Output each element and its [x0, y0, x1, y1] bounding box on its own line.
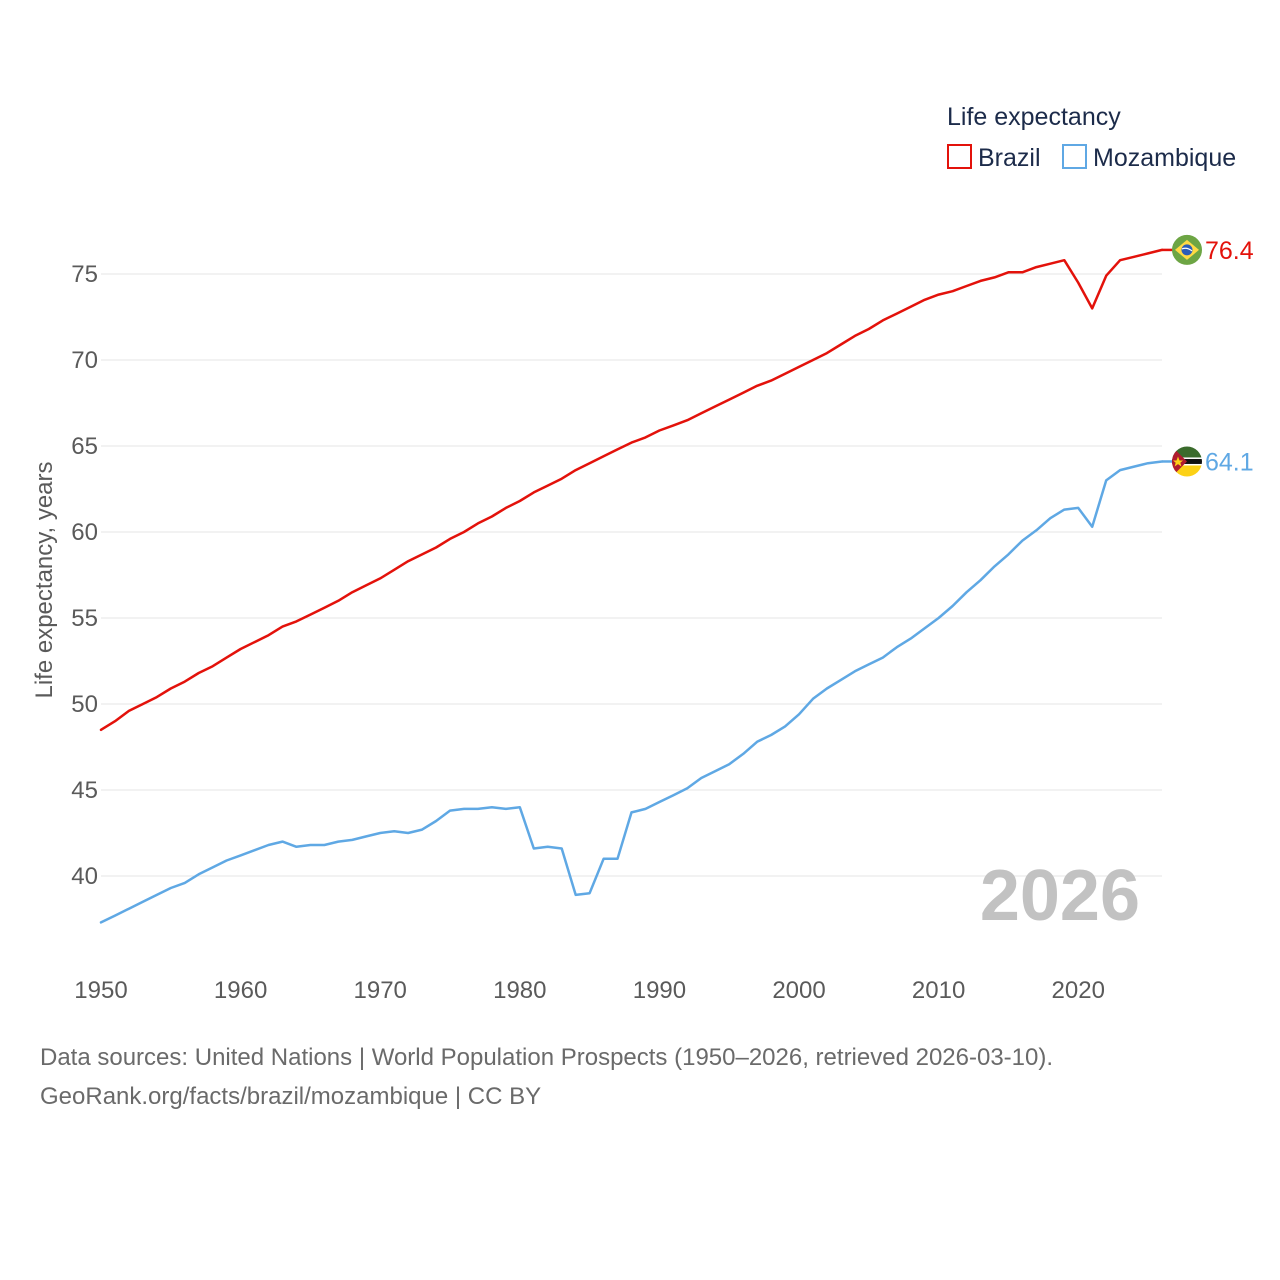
- legend-swatch-mozambique[interactable]: [1062, 144, 1087, 169]
- x-axis-ticks: 1950 1960 1970 1980 1990 2000 2010 2020: [74, 977, 1105, 1004]
- y-tick-label-40: 40: [71, 863, 98, 890]
- x-tick-label-2020: 2020: [1052, 977, 1105, 1004]
- y-tick-label-65: 65: [71, 433, 98, 460]
- series-line-brazil[interactable]: [99, 248, 1164, 732]
- brazil-flag-icon: [1172, 234, 1202, 265]
- x-tick-label-1950: 1950: [74, 977, 127, 1004]
- y-tick-label-55: 55: [71, 605, 98, 632]
- y-tick-label-75: 75: [71, 261, 98, 288]
- x-tick-label-1980: 1980: [493, 977, 546, 1004]
- y-tick-label-45: 45: [71, 777, 98, 804]
- x-tick-label-2000: 2000: [772, 977, 825, 1004]
- y-axis-title: Life expectancy, years: [31, 461, 58, 698]
- attribution-link[interactable]: GeoRank.org/facts/brazil/mozambique | CC…: [40, 1083, 542, 1110]
- legend-swatch-brazil[interactable]: [947, 144, 972, 169]
- x-tick-label-1990: 1990: [633, 977, 686, 1004]
- y-axis-ticks: 40 45 50 55 60 65 70 75: [71, 261, 98, 890]
- legend-label-mozambique[interactable]: Mozambique: [1093, 144, 1236, 172]
- series-end-markers: 76.4 64.1: [1162, 234, 1254, 477]
- x-tick-label-2010: 2010: [912, 977, 965, 1004]
- legend-label-brazil[interactable]: Brazil: [978, 144, 1041, 172]
- current-year-watermark: 2026: [980, 856, 1140, 936]
- series-lines: [99, 248, 1164, 924]
- end-value-label-brazil: 76.4: [1205, 237, 1254, 265]
- x-tick-label-1970: 1970: [354, 977, 407, 1004]
- legend-title: Life expectancy: [947, 103, 1121, 131]
- end-value-label-mozambique: 64.1: [1205, 448, 1254, 476]
- mozambique-flag-icon: [1172, 446, 1202, 477]
- data-source-note: Data sources: United Nations | World Pop…: [40, 1044, 1054, 1071]
- x-tick-label-1960: 1960: [214, 977, 267, 1004]
- y-tick-label-60: 60: [71, 519, 98, 546]
- series-line-mozambique[interactable]: [99, 460, 1164, 924]
- y-tick-label-50: 50: [71, 691, 98, 718]
- grid-lines: [101, 273, 1162, 877]
- y-tick-label-70: 70: [71, 347, 98, 374]
- legend: Life expectancy Brazil Mozambique: [947, 103, 1236, 172]
